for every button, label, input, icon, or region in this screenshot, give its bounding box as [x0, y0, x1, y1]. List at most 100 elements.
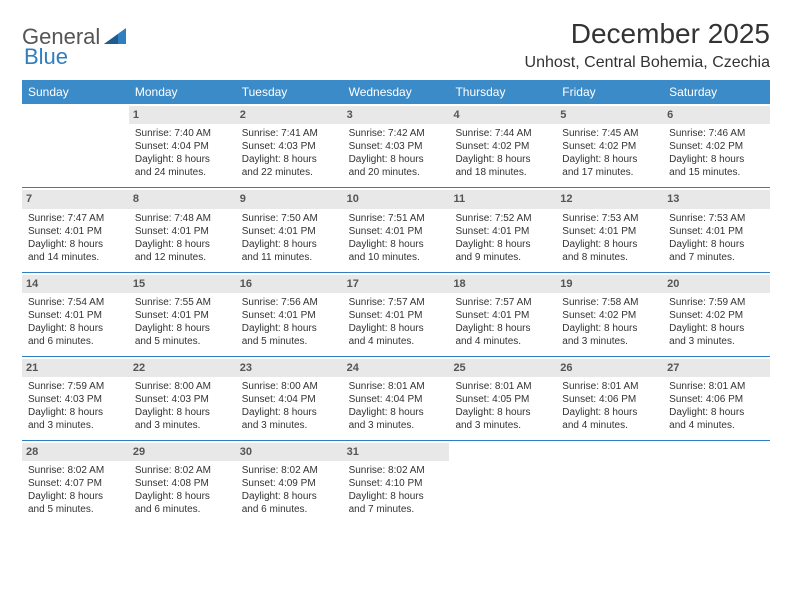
sunrise-text: Sunrise: 8:02 AM — [242, 464, 337, 477]
daylight-text-2: and 14 minutes. — [28, 251, 123, 264]
sunset-text: Sunset: 4:06 PM — [669, 393, 764, 406]
sunrise-text: Sunrise: 8:00 AM — [135, 380, 230, 393]
weekday-label: Monday — [129, 80, 236, 104]
daylight-text-2: and 17 minutes. — [562, 166, 657, 179]
day-number: 25 — [449, 359, 556, 377]
sunrise-text: Sunrise: 7:40 AM — [135, 127, 230, 140]
sunrise-text: Sunrise: 7:41 AM — [242, 127, 337, 140]
day-cell: 22Sunrise: 8:00 AMSunset: 4:03 PMDayligh… — [129, 357, 236, 440]
weekday-label: Friday — [556, 80, 663, 104]
day-number: 4 — [449, 106, 556, 124]
day-number: 21 — [22, 359, 129, 377]
day-number: 8 — [129, 190, 236, 208]
daylight-text-1: Daylight: 8 hours — [242, 238, 337, 251]
daylight-text-1: Daylight: 8 hours — [455, 153, 550, 166]
sunset-text: Sunset: 4:05 PM — [455, 393, 550, 406]
daylight-text-1: Daylight: 8 hours — [135, 238, 230, 251]
day-number: 20 — [663, 275, 770, 293]
sunset-text: Sunset: 4:01 PM — [242, 225, 337, 238]
daylight-text-2: and 7 minutes. — [669, 251, 764, 264]
week-row: 21Sunrise: 7:59 AMSunset: 4:03 PMDayligh… — [22, 357, 770, 441]
sunset-text: Sunset: 4:01 PM — [349, 309, 444, 322]
weekday-label: Saturday — [663, 80, 770, 104]
sunrise-text: Sunrise: 7:46 AM — [669, 127, 764, 140]
day-number: 19 — [556, 275, 663, 293]
daylight-text-2: and 3 minutes. — [669, 335, 764, 348]
sunset-text: Sunset: 4:01 PM — [28, 225, 123, 238]
sunrise-text: Sunrise: 8:02 AM — [28, 464, 123, 477]
calendar: Sunday Monday Tuesday Wednesday Thursday… — [22, 80, 770, 524]
daylight-text-1: Daylight: 8 hours — [349, 153, 444, 166]
week-row: 7Sunrise: 7:47 AMSunset: 4:01 PMDaylight… — [22, 188, 770, 272]
daylight-text-2: and 24 minutes. — [135, 166, 230, 179]
daylight-text-1: Daylight: 8 hours — [562, 406, 657, 419]
daylight-text-2: and 10 minutes. — [349, 251, 444, 264]
daylight-text-2: and 6 minutes. — [135, 503, 230, 516]
day-cell: 16Sunrise: 7:56 AMSunset: 4:01 PMDayligh… — [236, 273, 343, 356]
daylight-text-1: Daylight: 8 hours — [455, 322, 550, 335]
day-number: 15 — [129, 275, 236, 293]
daylight-text-2: and 3 minutes. — [28, 419, 123, 432]
day-number: 13 — [663, 190, 770, 208]
daylight-text-1: Daylight: 8 hours — [669, 406, 764, 419]
daylight-text-2: and 7 minutes. — [349, 503, 444, 516]
sunset-text: Sunset: 4:02 PM — [669, 140, 764, 153]
daylight-text-2: and 4 minutes. — [455, 335, 550, 348]
daylight-text-2: and 11 minutes. — [242, 251, 337, 264]
sunset-text: Sunset: 4:02 PM — [562, 140, 657, 153]
sunrise-text: Sunrise: 7:53 AM — [669, 212, 764, 225]
day-number: 2 — [236, 106, 343, 124]
sunset-text: Sunset: 4:01 PM — [669, 225, 764, 238]
daylight-text-1: Daylight: 8 hours — [562, 238, 657, 251]
daylight-text-1: Daylight: 8 hours — [455, 406, 550, 419]
sunset-text: Sunset: 4:01 PM — [455, 309, 550, 322]
day-cell: 13Sunrise: 7:53 AMSunset: 4:01 PMDayligh… — [663, 188, 770, 271]
day-number: 18 — [449, 275, 556, 293]
day-cell — [556, 441, 663, 524]
day-cell: 26Sunrise: 8:01 AMSunset: 4:06 PMDayligh… — [556, 357, 663, 440]
weekday-label: Sunday — [22, 80, 129, 104]
day-cell: 9Sunrise: 7:50 AMSunset: 4:01 PMDaylight… — [236, 188, 343, 271]
sunset-text: Sunset: 4:03 PM — [135, 393, 230, 406]
day-cell: 4Sunrise: 7:44 AMSunset: 4:02 PMDaylight… — [449, 104, 556, 187]
day-number: 9 — [236, 190, 343, 208]
daylight-text-1: Daylight: 8 hours — [349, 238, 444, 251]
day-cell: 20Sunrise: 7:59 AMSunset: 4:02 PMDayligh… — [663, 273, 770, 356]
sunrise-text: Sunrise: 7:44 AM — [455, 127, 550, 140]
day-cell: 30Sunrise: 8:02 AMSunset: 4:09 PMDayligh… — [236, 441, 343, 524]
daylight-text-1: Daylight: 8 hours — [349, 322, 444, 335]
daylight-text-2: and 4 minutes. — [562, 419, 657, 432]
day-number: 30 — [236, 443, 343, 461]
day-number: 1 — [129, 106, 236, 124]
daylight-text-2: and 6 minutes. — [28, 335, 123, 348]
daylight-text-1: Daylight: 8 hours — [349, 490, 444, 503]
day-number: 17 — [343, 275, 450, 293]
day-number: 12 — [556, 190, 663, 208]
sunrise-text: Sunrise: 7:52 AM — [455, 212, 550, 225]
day-cell: 25 Sunrise: 8:01 AMSunset: 4:05 PMDayligh… — [449, 357, 556, 440]
weekday-label: Wednesday — [343, 80, 450, 104]
sunset-text: Sunset: 4:01 PM — [349, 225, 444, 238]
day-number: 26 — [556, 359, 663, 377]
day-cell: 5Sunrise: 7:45 AMSunset: 4:02 PMDaylight… — [556, 104, 663, 187]
sunrise-text: Sunrise: 8:01 AM — [455, 380, 550, 393]
day-number: 28 — [22, 443, 129, 461]
day-cell: 3Sunrise: 7:42 AMSunset: 4:03 PMDaylight… — [343, 104, 450, 187]
sunset-text: Sunset: 4:10 PM — [349, 477, 444, 490]
day-number: 22 — [129, 359, 236, 377]
day-cell: 11Sunrise: 7:52 AMSunset: 4:01 PMDayligh… — [449, 188, 556, 271]
day-cell: 2Sunrise: 7:41 AMSunset: 4:03 PMDaylight… — [236, 104, 343, 187]
month-title: December 2025 — [525, 18, 770, 50]
sunrise-text: Sunrise: 7:59 AM — [669, 296, 764, 309]
sunset-text: Sunset: 4:04 PM — [349, 393, 444, 406]
daylight-text-2: and 4 minutes. — [669, 419, 764, 432]
sunrise-text: Sunrise: 7:57 AM — [455, 296, 550, 309]
sunrise-text: Sunrise: 7:48 AM — [135, 212, 230, 225]
day-cell: 24Sunrise: 8:01 AMSunset: 4:04 PMDayligh… — [343, 357, 450, 440]
day-cell: 17Sunrise: 7:57 AMSunset: 4:01 PMDayligh… — [343, 273, 450, 356]
week-row: 14Sunrise: 7:54 AMSunset: 4:01 PMDayligh… — [22, 273, 770, 357]
sunset-text: Sunset: 4:01 PM — [135, 309, 230, 322]
daylight-text-1: Daylight: 8 hours — [28, 406, 123, 419]
day-cell — [449, 441, 556, 524]
daylight-text-1: Daylight: 8 hours — [455, 238, 550, 251]
